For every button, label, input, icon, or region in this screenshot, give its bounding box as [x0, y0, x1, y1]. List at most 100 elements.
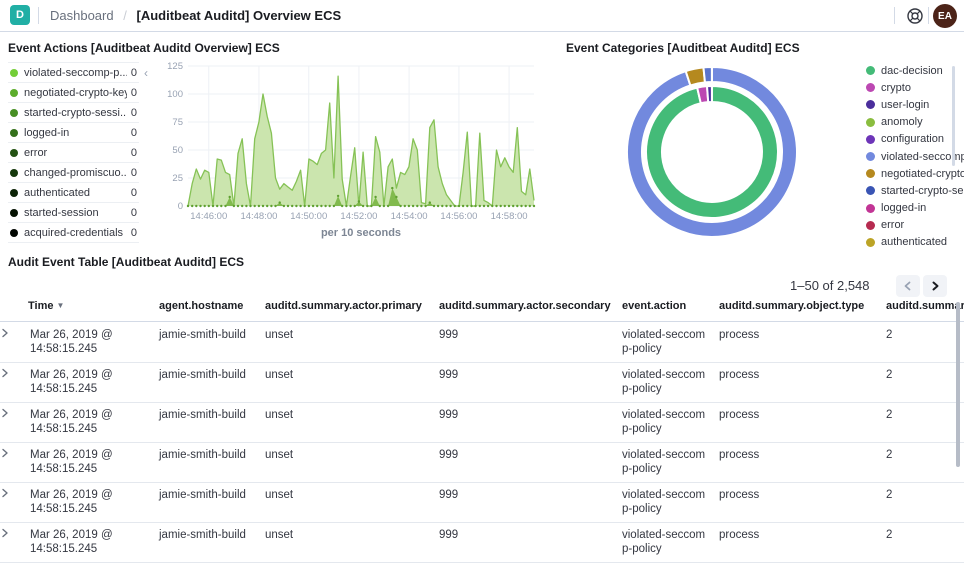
series-color-dot	[10, 108, 18, 117]
legend-value: 0	[130, 226, 137, 239]
cell-object-type: process	[719, 369, 760, 381]
legend-item[interactable]: acquired-credentials 0	[8, 222, 139, 243]
panel-title: Event Actions [Auditbeat Auditd Overview…	[8, 41, 280, 55]
event-categories-donut-chart[interactable]	[566, 54, 858, 246]
legend-label: anomoly	[881, 116, 923, 129]
breadcrumb-dashboard-link[interactable]: Dashboard	[50, 8, 114, 23]
breadcrumb-separator: /	[123, 8, 127, 23]
table-row: Mar 26, 2019 @ 14:58:15.245 jamie-smith-…	[0, 322, 964, 363]
series-color-dot	[866, 186, 875, 196]
legend-item[interactable]: started-crypto-se...	[866, 182, 964, 199]
cell-event-action: violated-seccomp-policy	[622, 489, 706, 515]
panel-title: Event Categories [Auditbeat Auditd] ECS	[566, 41, 800, 55]
svg-text:50: 50	[172, 145, 183, 156]
legend-value: 0	[130, 166, 137, 179]
legend-collapse-icon[interactable]: ‹	[144, 66, 148, 80]
legend-item[interactable]: authenticated	[866, 234, 952, 251]
chevron-right-icon	[2, 408, 8, 418]
cell-summary: 2	[886, 489, 893, 501]
help-icon[interactable]	[905, 6, 925, 26]
event-actions-chart[interactable]: 0 25 50 75 100 125 14:46:00 14:48:00 14:50:00 14:…	[156, 58, 540, 240]
legend-label: started-crypto-sessi...	[24, 106, 127, 119]
user-avatar[interactable]: EA	[933, 4, 957, 28]
table-scrollbar[interactable]	[956, 302, 960, 467]
expand-row-button[interactable]	[0, 522, 30, 562]
expand-row-button[interactable]	[0, 482, 30, 522]
legend-label: logged-in	[24, 126, 70, 139]
cell-actor-secondary: 999	[439, 329, 459, 341]
legend-item[interactable]: crypto	[866, 79, 952, 96]
legend-item[interactable]: configuration	[866, 131, 952, 148]
legend-item[interactable]: user-login	[866, 96, 952, 113]
legend-label: error	[24, 146, 48, 159]
legend-item[interactable]: started-crypto-sessi... 0	[8, 102, 139, 122]
cell-object-type: process	[719, 409, 760, 421]
expand-row-button[interactable]	[0, 402, 30, 442]
chevron-right-icon	[2, 368, 8, 378]
dashboard-app-logo[interactable]: D	[10, 5, 30, 25]
series-color-dot	[10, 68, 18, 77]
cell-actor-secondary: 999	[439, 409, 459, 421]
svg-text:14:58:00: 14:58:00	[491, 211, 528, 222]
cell-summary: 2	[886, 369, 893, 381]
legend-item[interactable]: dac-decision	[866, 62, 952, 79]
legend-item[interactable]: violated-seccomp-p... 0	[8, 62, 139, 82]
panel-title: Audit Event Table [Auditbeat Auditd] ECS	[8, 255, 244, 269]
legend-item[interactable]: negotiated-crypto...	[866, 165, 964, 182]
cell-actor-secondary: 999	[439, 489, 459, 501]
column-header-time[interactable]: Time ▼	[28, 300, 65, 312]
series-color-dot	[866, 83, 875, 93]
legend-item[interactable]: changed-promiscuo... 0	[8, 162, 139, 182]
cell-object-type: process	[719, 529, 760, 541]
cell-actor-primary: unset	[265, 329, 294, 341]
legend-item[interactable]: started-session 0	[8, 202, 139, 222]
chevron-left-icon	[904, 281, 911, 291]
pagination-range: 1–50 of 2,548	[790, 278, 870, 293]
expand-row-button[interactable]	[0, 442, 30, 482]
expand-row-button[interactable]	[0, 322, 30, 362]
legend-label: changed-promiscuo...	[24, 166, 127, 179]
cell-object-type: process	[719, 489, 760, 501]
column-header-auditd-summary: auditd.summary	[886, 300, 964, 312]
chevron-right-icon	[2, 448, 8, 458]
legend-item[interactable]: negotiated-crypto-key 0	[8, 82, 139, 102]
legend-label: crypto	[881, 81, 911, 94]
legend-value: 0	[130, 106, 137, 119]
cell-summary: 2	[886, 529, 893, 541]
series-color-dot	[866, 220, 875, 230]
pagination-prev-button[interactable]	[896, 275, 920, 297]
table-row: Mar 26, 2019 @ 14:58:15.245 jamie-smith-…	[0, 442, 964, 483]
cell-agent-hostname: jamie-smith-build	[159, 409, 246, 421]
legend-item[interactable]: violated-seccomp...	[866, 148, 964, 165]
legend-label: dac-decision	[881, 64, 943, 77]
series-color-dot	[866, 100, 875, 110]
table-row: Mar 26, 2019 @ 14:58:15.245 jamie-smith-…	[0, 482, 964, 523]
svg-text:125: 125	[167, 61, 183, 72]
cell-actor-primary: unset	[265, 489, 294, 501]
series-color-dot	[10, 148, 18, 157]
cell-actor-secondary: 999	[439, 369, 459, 381]
chevron-right-icon	[2, 488, 8, 498]
cell-time: Mar 26, 2019 @ 14:58:15.245	[30, 409, 113, 435]
legend-item[interactable]: anomoly	[866, 114, 952, 131]
svg-text:14:54:00: 14:54:00	[391, 211, 428, 222]
cell-agent-hostname: jamie-smith-build	[159, 489, 246, 501]
column-header-auditd-summary-actor-secondary: auditd.summary.actor.secondary	[439, 300, 611, 312]
legend-item[interactable]: authenticated 0	[8, 182, 139, 202]
header-divider	[894, 7, 895, 24]
legend-value: 0	[130, 206, 137, 219]
legend-item[interactable]: logged-in 0	[8, 122, 139, 142]
column-header-auditd-summary-actor-primary: auditd.summary.actor.primary	[265, 300, 422, 312]
series-color-dot	[10, 188, 18, 197]
legend-item[interactable]: logged-in	[866, 200, 952, 217]
expand-row-button[interactable]	[0, 362, 30, 402]
legend-scrollbar[interactable]	[952, 66, 955, 166]
cell-summary: 2	[886, 329, 893, 341]
pagination-next-button[interactable]	[923, 275, 947, 297]
legend-item[interactable]: error	[866, 217, 952, 234]
legend-item[interactable]: error 0	[8, 142, 139, 162]
series-color-dot	[10, 168, 18, 177]
legend-label: authenticated	[24, 186, 91, 199]
cell-summary: 2	[886, 449, 893, 461]
svg-text:14:52:00: 14:52:00	[340, 211, 377, 222]
